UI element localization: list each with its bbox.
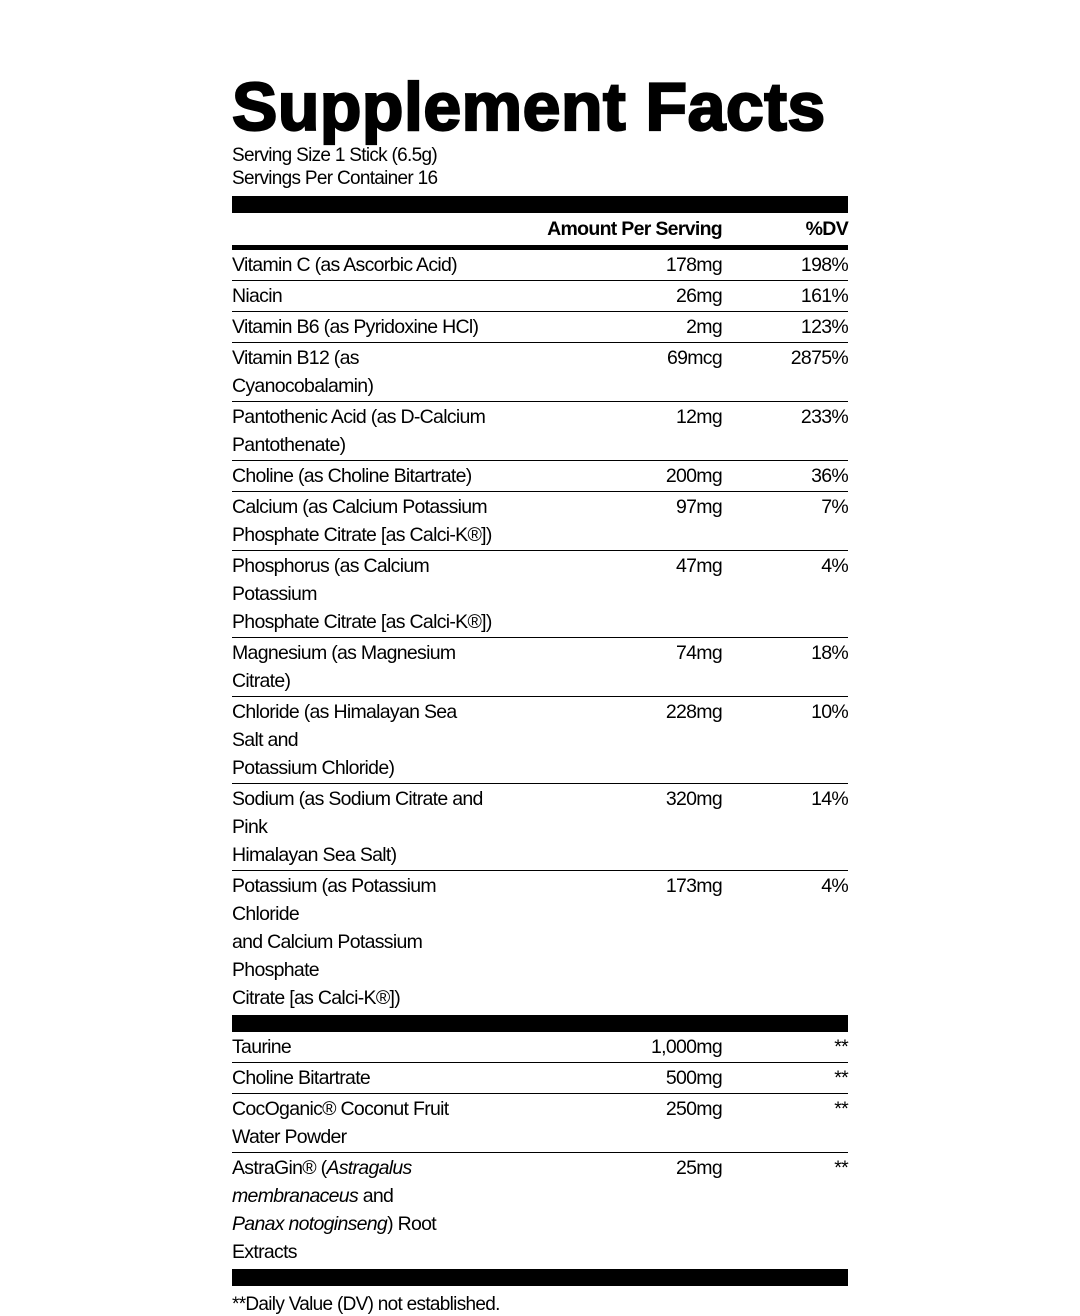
ingredient-dv: 2875% <box>790 347 849 369</box>
table-row: Niacin 26mg 161% <box>232 281 849 312</box>
table-row: CocOganic® Coconut Fruit Water Powder 250… <box>232 1094 849 1153</box>
header-dv: %DV <box>805 218 849 240</box>
ingredient-name: Vitamin C (as Ascorbic Acid) <box>232 254 458 276</box>
ingredient-name: Taurine <box>232 1036 292 1058</box>
ingredient-amount: 47mg <box>676 555 723 577</box>
ingredient-amount: 228mg <box>665 701 723 723</box>
ingredient-name: Sodium (as Sodium Citrate and Pink Himal… <box>232 788 483 866</box>
ingredient-dv: 10% <box>811 701 849 723</box>
ingredient-dv: 4% <box>821 875 848 897</box>
table-row: AstraGin® (Astragalus membranaceus and Pa… <box>232 1153 849 1267</box>
ingredient-name: Vitamin B12 (as Cyanocobalamin) <box>232 347 374 397</box>
ingredient-dv: 4% <box>821 555 848 577</box>
ingredient-dv: 233% <box>800 406 849 428</box>
table-row: Vitamin B6 (as Pyridoxine HCl) 2mg 123% <box>232 312 849 343</box>
table-row: Choline (as Choline Bitartrate) 200mg 36% <box>232 461 849 492</box>
table-row: Vitamin B12 (as Cyanocobalamin) 69mcg 2875… <box>232 343 849 402</box>
ingredient-dv: 14% <box>811 788 849 810</box>
ingredient-name: Phosphorus (as Calcium Potassium Phospha… <box>232 555 492 633</box>
ingredient-amount: 250mg <box>665 1098 723 1120</box>
nutrient-list: Vitamin C (as Ascorbic Acid) 178mg 198% Nia… <box>232 250 849 1013</box>
label-title: Supplement Facts <box>231 69 826 145</box>
divider-thick <box>232 1015 848 1032</box>
other-ingredients-list: Taurine 1,000mg ** Choline Bitartrate 500mg *… <box>232 1032 849 1153</box>
ingredient-amount: 12mg <box>676 406 723 428</box>
ingredient-name: AstraGin® (Astragalus membranaceus and Pa… <box>232 1157 437 1263</box>
footnote: **Daily Value (DV) not established. <box>232 1294 500 1315</box>
ingredient-name: Potassium (as Potassium Chloride and Cal… <box>232 875 437 1009</box>
ingredient-amount: 74mg <box>676 642 723 664</box>
ingredient-name: Choline (as Choline Bitartrate) <box>232 465 472 487</box>
ingredient-dv: 7% <box>821 496 848 518</box>
ingredient-amount: 69mcg <box>666 347 723 369</box>
table-row: Chloride (as Himalayan Sea Salt and Pota… <box>232 697 849 784</box>
ingredient-amount: 173mg <box>665 875 723 897</box>
ingredient-dv: 36% <box>811 465 849 487</box>
divider-medium <box>232 245 848 250</box>
ingredient-dv: 198% <box>800 254 849 276</box>
ingredient-dv: 123% <box>800 316 849 338</box>
table-row: Phosphorus (as Calcium Potassium Phospha… <box>232 551 849 638</box>
ingredient-name: Choline Bitartrate <box>232 1067 371 1089</box>
ingredient-name: Magnesium (as Magnesium Citrate) <box>232 642 456 692</box>
ingredient-name: Vitamin B6 (as Pyridoxine HCl) <box>232 316 479 338</box>
table-row: Pantothenic Acid (as D-Calcium Pantothen… <box>232 402 849 461</box>
servings-per-container: Servings Per Container 16 <box>232 168 438 189</box>
ingredient-dv: ** <box>834 1036 848 1058</box>
ingredient-name: CocOganic® Coconut Fruit Water Powder <box>232 1098 449 1148</box>
ingredient-name: Niacin <box>232 285 283 307</box>
ingredient-dv: 161% <box>800 285 849 307</box>
header-amount: Amount Per Serving <box>547 218 723 240</box>
ingredient-name: Pantothenic Acid (as D-Calcium Pantothen… <box>232 406 486 456</box>
table-row: Magnesium (as Magnesium Citrate) 74mg 18% <box>232 638 849 697</box>
table-row: Calcium (as Calcium Potassium Phosphate … <box>232 492 849 551</box>
ingredient-dv: ** <box>834 1067 848 1089</box>
ingredient-amount: 25mg <box>676 1157 723 1179</box>
ingredient-dv: 18% <box>811 642 849 664</box>
divider-thick <box>232 196 848 213</box>
serving-size: Serving Size 1 Stick (6.5g) <box>232 145 438 166</box>
table-row: Choline Bitartrate 500mg ** <box>232 1063 849 1094</box>
ingredient-amount: 97mg <box>676 496 723 518</box>
ingredient-amount: 1,000mg <box>651 1036 723 1058</box>
ingredient-amount: 26mg <box>676 285 723 307</box>
ingredient-amount: 200mg <box>665 465 723 487</box>
ingredient-amount: 500mg <box>665 1067 723 1089</box>
ingredient-amount: 2mg <box>686 316 723 338</box>
ingredient-dv: ** <box>834 1098 848 1120</box>
table-row: Taurine 1,000mg ** <box>232 1032 849 1063</box>
ingredient-name: Calcium (as Calcium Potassium Phosphate … <box>232 496 492 546</box>
table-row: Potassium (as Potassium Chloride and Cal… <box>232 871 849 1013</box>
supplement-facts-label: Supplement Facts Serving Size 1 Stick (6… <box>231 69 849 1316</box>
table-row: Sodium (as Sodium Citrate and Pink Himal… <box>232 784 849 871</box>
ingredient-name: Chloride (as Himalayan Sea Salt and Pota… <box>232 701 457 779</box>
ingredient-amount: 320mg <box>665 788 723 810</box>
table-header: Amount Per Serving %DV <box>232 213 849 245</box>
ingredient-dv: ** <box>834 1157 848 1179</box>
divider-thick <box>232 1269 848 1286</box>
ingredient-amount: 178mg <box>665 254 723 276</box>
table-row: Vitamin C (as Ascorbic Acid) 178mg 198% <box>232 250 849 281</box>
